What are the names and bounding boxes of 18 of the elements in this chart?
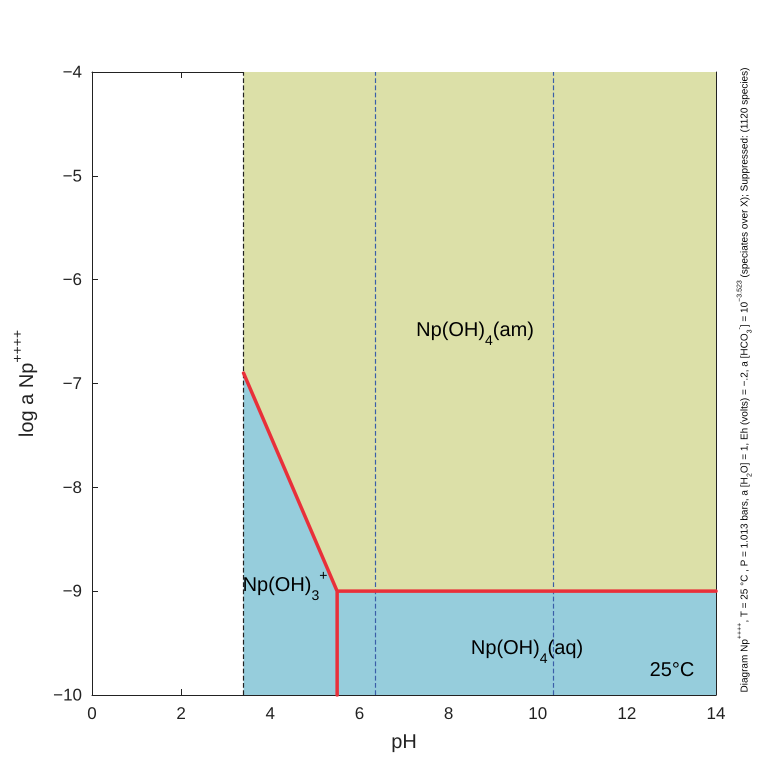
y-tick-label: −5 bbox=[62, 166, 82, 186]
x-axis-title: pH bbox=[391, 731, 417, 753]
y-tick-label: −8 bbox=[62, 478, 82, 497]
y-tick-label: −10 bbox=[53, 686, 82, 704]
y-tick-label: −6 bbox=[62, 270, 82, 290]
y-tick-label: −9 bbox=[62, 582, 82, 601]
x-tick-label: 10 bbox=[528, 704, 548, 723]
annotation: 25°C bbox=[650, 659, 694, 681]
x-tick-label: 2 bbox=[176, 704, 186, 723]
y-tick-label: −7 bbox=[62, 374, 82, 393]
x-tick-label: 8 bbox=[444, 704, 454, 723]
y-tick-label: −4 bbox=[62, 62, 82, 82]
x-tick-label: 14 bbox=[706, 704, 726, 723]
y-axis-title: log a Np++++ bbox=[9, 330, 38, 438]
x-tick-label: 4 bbox=[266, 704, 276, 723]
x-tick-label: 12 bbox=[617, 704, 636, 723]
x-tick-label: 0 bbox=[87, 704, 97, 723]
x-tick-label: 6 bbox=[354, 704, 364, 723]
